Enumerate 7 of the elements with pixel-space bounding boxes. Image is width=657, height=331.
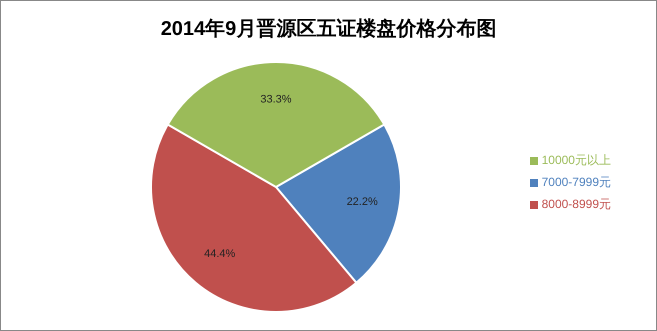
legend-label: 8000-8999元 bbox=[542, 197, 611, 211]
legend-label: 7000-7999元 bbox=[542, 175, 611, 189]
data-label: 44.4% bbox=[204, 248, 236, 260]
chart-title: 2014年9月晋源区五证楼盘价格分布图 bbox=[160, 17, 498, 42]
data-label: 33.3% bbox=[260, 94, 292, 106]
data-label: 22.2% bbox=[346, 196, 378, 208]
legend-label: 10000元以上 bbox=[542, 153, 611, 167]
